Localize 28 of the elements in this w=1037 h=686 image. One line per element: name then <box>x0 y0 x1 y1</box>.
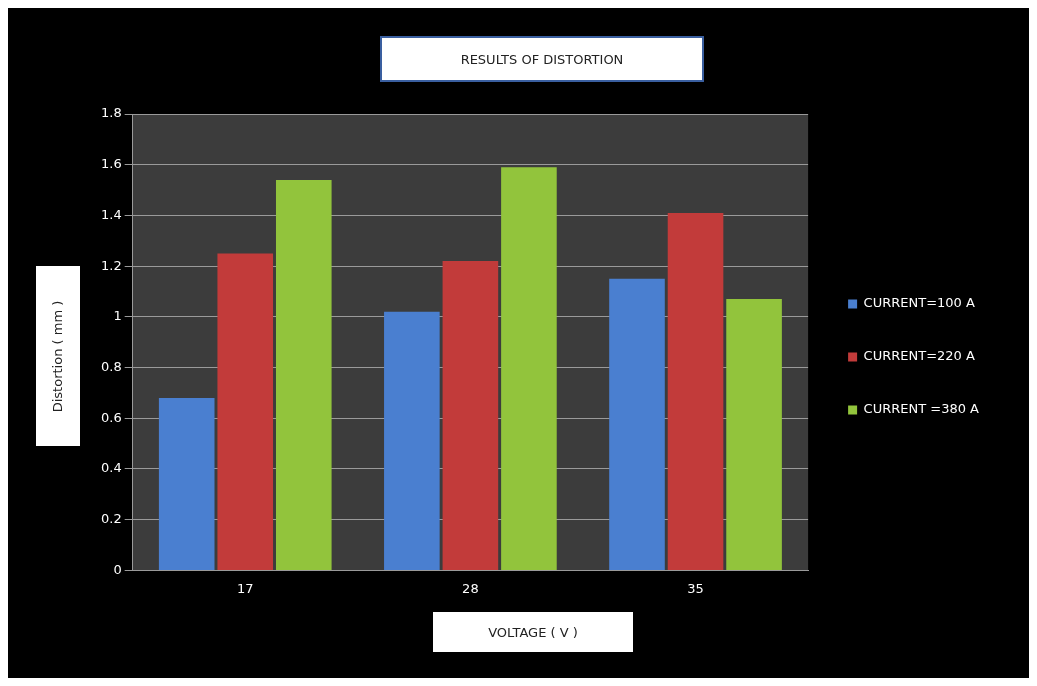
x-tick-label: 35 <box>687 580 704 596</box>
legend-label: CURRENT=220 A <box>863 348 975 364</box>
bar <box>667 212 724 570</box>
y-tick-label: 0.8 <box>100 358 122 374</box>
y-tick-label: 1.4 <box>100 206 122 222</box>
bar <box>275 179 332 570</box>
y-tick-label: 1.2 <box>100 257 122 273</box>
x-axis-title: VOLTAGE ( V ) <box>433 612 633 652</box>
bar <box>442 261 499 570</box>
bar <box>726 299 782 570</box>
y-tick-label: 0.4 <box>100 460 122 476</box>
y-tick-label: 0.2 <box>100 511 122 527</box>
chart-title: RESULTS OF DISTORTION <box>380 36 704 82</box>
y-tick-label: 1.6 <box>100 156 122 172</box>
bar <box>609 278 665 570</box>
y-tick-label: 0 <box>113 561 122 577</box>
y-tick-label: 0.6 <box>100 409 122 425</box>
bar <box>501 167 557 570</box>
legend-label: CURRENT =380 A <box>863 401 980 417</box>
y-tick-label: 1 <box>113 308 122 324</box>
y-tick-label: 1.8 <box>100 105 122 121</box>
bar <box>384 311 440 570</box>
bar <box>158 397 215 570</box>
x-tick-label: 28 <box>462 580 479 596</box>
y-axis-title: Distortion ( mm ) <box>50 300 66 412</box>
legend-label: CURRENT=100 A <box>863 295 975 311</box>
x-tick-label: 17 <box>236 580 254 596</box>
bar <box>217 253 274 570</box>
